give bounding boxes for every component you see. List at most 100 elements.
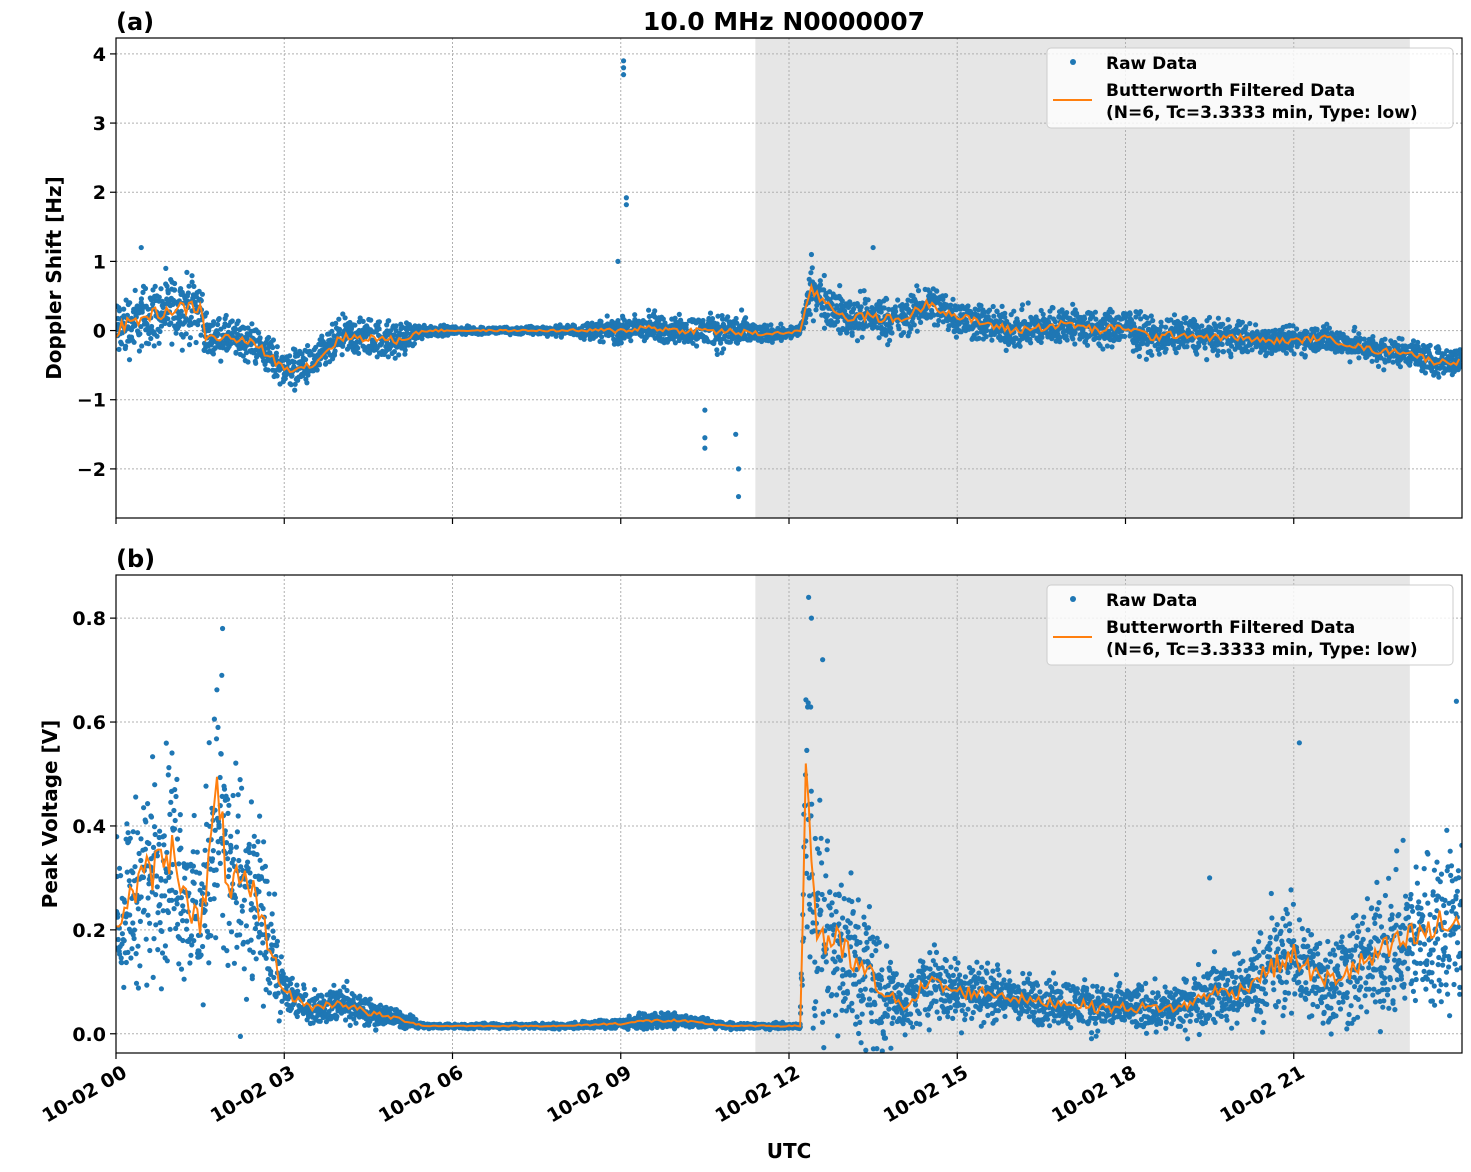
raw-data-point	[214, 882, 220, 888]
raw-data-point	[188, 952, 194, 958]
raw-data-point	[248, 901, 254, 907]
x-tick-label: 10-02 00	[38, 1061, 130, 1127]
raw-data-point	[116, 834, 120, 840]
raw-data-point	[340, 311, 346, 317]
raw-data-point	[171, 287, 178, 293]
raw-data-point	[332, 348, 338, 354]
raw-data-point	[1138, 316, 1144, 322]
raw-data-point	[821, 272, 827, 279]
raw-data-point	[404, 330, 410, 336]
raw-data-point	[122, 899, 128, 905]
raw-data-point	[176, 861, 182, 867]
raw-data-point	[299, 351, 305, 357]
raw-data-point	[169, 750, 175, 756]
raw-data-point	[849, 332, 855, 338]
raw-data-point	[352, 322, 358, 328]
raw-data-point	[821, 325, 828, 331]
raw-data-point	[215, 321, 221, 328]
raw-data-point	[202, 923, 208, 929]
raw-data-point	[262, 863, 268, 870]
raw-data-point	[964, 319, 970, 326]
raw-data-point	[169, 897, 175, 903]
raw-data-point	[1228, 351, 1234, 357]
raw-data-point	[228, 340, 234, 347]
legend-filtered-label: Butterworth Filtered Data	[1106, 81, 1355, 101]
raw-data-point	[1072, 329, 1078, 335]
raw-data-point	[276, 1018, 282, 1024]
raw-data-point	[220, 912, 226, 918]
raw-data-point	[257, 813, 263, 819]
raw-data-point	[245, 859, 251, 865]
raw-data-point	[620, 72, 627, 78]
raw-data-point	[228, 833, 234, 839]
raw-data-point	[251, 843, 257, 849]
raw-data-point	[1168, 317, 1174, 323]
raw-data-point	[172, 787, 178, 793]
raw-data-point	[743, 315, 749, 321]
raw-data-point	[128, 955, 134, 961]
raw-data-point	[1239, 319, 1245, 325]
raw-data-point	[248, 799, 254, 805]
raw-data-point	[289, 373, 295, 379]
raw-data-point	[263, 955, 269, 961]
raw-data-point	[141, 805, 147, 811]
raw-data-point	[1214, 352, 1221, 358]
raw-data-point	[146, 341, 152, 347]
raw-data-point	[165, 909, 171, 916]
raw-data-point	[145, 912, 151, 918]
raw-data-point	[411, 341, 417, 347]
raw-data-point	[198, 332, 204, 338]
raw-data-point	[202, 908, 208, 914]
raw-data-point	[132, 323, 138, 329]
raw-data-point	[206, 960, 212, 966]
raw-data-point	[1002, 310, 1008, 316]
raw-data-point	[256, 889, 262, 895]
raw-data-point	[124, 821, 130, 827]
raw-data-point	[690, 340, 696, 346]
raw-data-points	[116, 58, 1462, 500]
raw-data-point	[173, 889, 179, 896]
raw-data-point	[1381, 367, 1387, 373]
raw-data-point	[904, 302, 910, 308]
raw-data-point	[232, 895, 238, 901]
raw-data-point	[233, 326, 239, 332]
raw-data-point	[1025, 300, 1031, 306]
raw-data-point	[810, 318, 817, 324]
raw-data-point	[138, 296, 144, 302]
raw-data-point	[1038, 339, 1044, 345]
raw-data-point	[191, 880, 197, 886]
raw-data-point	[735, 466, 742, 472]
raw-data-point	[152, 782, 158, 788]
raw-data-point	[357, 315, 363, 321]
raw-data-point	[194, 849, 200, 855]
raw-data-point	[1369, 358, 1375, 364]
raw-data-point	[915, 288, 922, 294]
raw-data-point	[813, 307, 819, 313]
raw-data-point	[180, 908, 187, 914]
raw-data-point	[282, 376, 288, 382]
raw-data-point	[292, 387, 298, 393]
raw-data-point	[991, 331, 998, 337]
raw-data-point	[715, 313, 721, 319]
raw-data-point	[123, 297, 129, 303]
raw-data-point	[131, 935, 137, 942]
raw-data-point	[384, 322, 390, 328]
raw-data-point	[143, 819, 149, 825]
raw-data-point	[291, 359, 297, 365]
raw-data-point	[116, 346, 122, 352]
raw-data-point	[159, 950, 166, 956]
raw-data-point	[353, 1020, 359, 1026]
raw-data-point	[983, 334, 989, 340]
x-tick-label: 10-02 15	[880, 1061, 972, 1127]
raw-data-point	[125, 830, 131, 836]
raw-data-point	[953, 334, 960, 340]
raw-data-point	[253, 956, 259, 962]
raw-data-point	[714, 351, 720, 357]
raw-data-point	[914, 283, 920, 289]
raw-data-point	[234, 944, 240, 950]
raw-data-point	[702, 435, 708, 441]
raw-data-point	[123, 959, 129, 966]
raw-data-point	[211, 896, 217, 902]
raw-data-point	[184, 926, 190, 932]
